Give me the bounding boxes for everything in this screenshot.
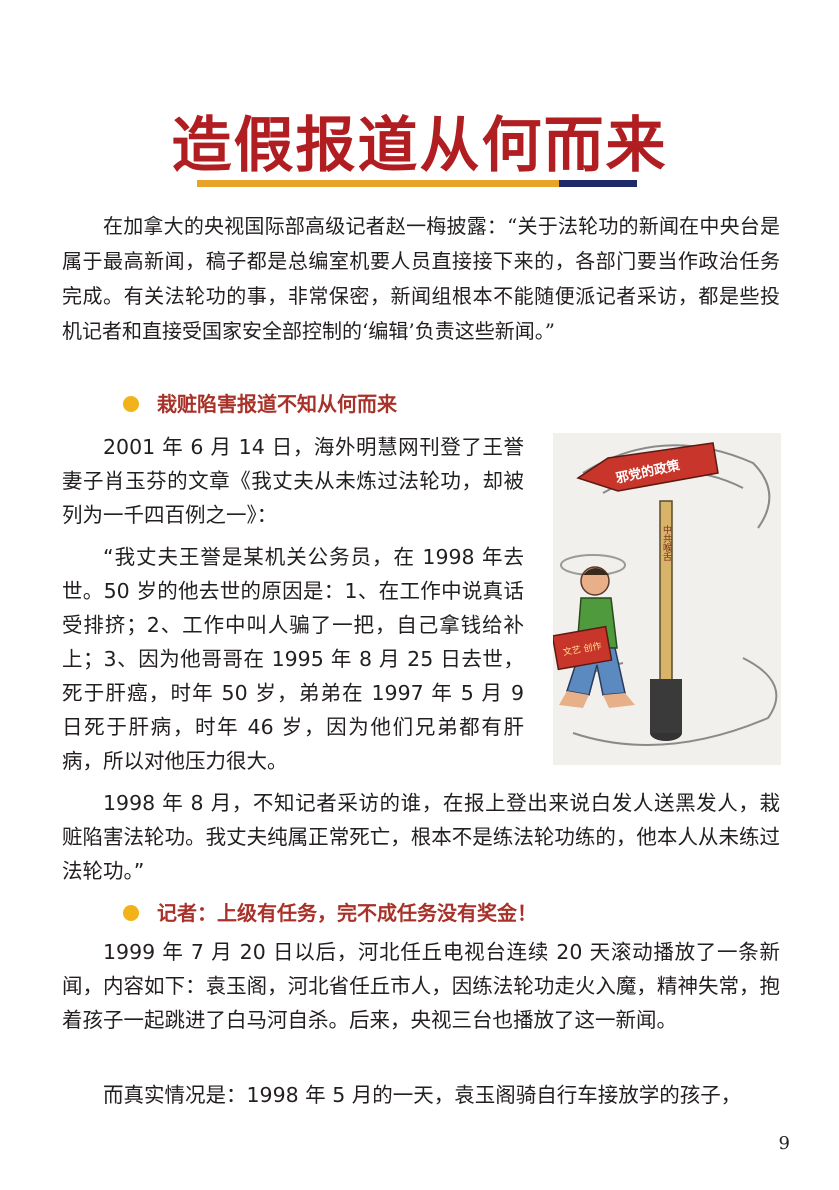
pole-label: 中共喉舌 [661, 524, 672, 562]
pole-stand [650, 679, 682, 733]
section2-paragraph-2: 而真实情况是：1998 年 5 月的一天，袁玉阁骑自行车接放学的孩子， [103, 1083, 742, 1107]
book [553, 625, 613, 671]
illustration: 中共喉舌 邪党的政策 文艺 创作 [553, 433, 781, 765]
section-heading-2: 记者：上级有任务，完不成任务没有奖金！ [157, 901, 537, 925]
sign-arrow [576, 442, 719, 492]
page-title: 造假报道从何而来 [171, 111, 668, 181]
person-foot-left [559, 691, 589, 708]
section1-paragraph-2: “我丈夫王誉是某机关公务员，在 1998 年去世。50 岁的他去世的原因是：1、… [62, 545, 524, 773]
title-underline [197, 180, 637, 187]
person-hair [583, 568, 609, 575]
underline-navy [559, 180, 637, 187]
section-heading-1: 栽赃陷害报道不知从何而来 [157, 392, 397, 416]
bullet-icon [123, 905, 139, 921]
section2-paragraph-1: 1999 年 7 月 20 日以后，河北任丘电视台连续 20 天滚动播放了一条新… [62, 940, 780, 1032]
section1-paragraph-1: 2001 年 6 月 14 日，海外明慧网刊登了王誉妻子肖玉芬的文章《我丈夫从未… [62, 435, 524, 527]
page-number: 9 [778, 1133, 790, 1154]
underline-gold [197, 180, 559, 187]
person-foot-right [603, 693, 635, 708]
bullet-icon [123, 396, 139, 412]
section1-paragraph-3: 1998 年 8 月，不知记者采访的谁，在报上登出来说白发人送黑发人，栽赃陷害法… [62, 791, 780, 883]
intro-paragraph: 在加拿大的央视国际部高级记者赵一梅披露：“关于法轮功的新闻在中央台是属于最高新闻… [62, 214, 780, 343]
